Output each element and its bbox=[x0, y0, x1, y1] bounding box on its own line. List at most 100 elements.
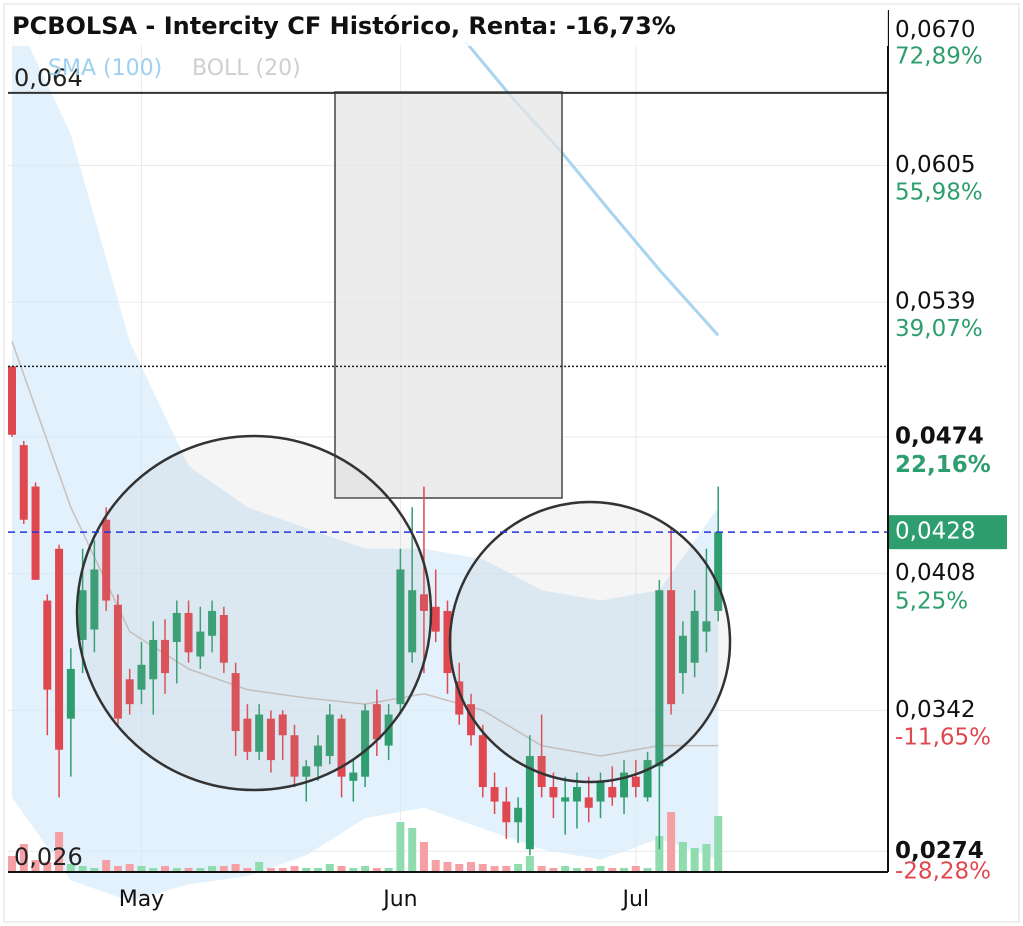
volume-bar bbox=[408, 828, 417, 872]
price-tag-label: 0,0428 bbox=[895, 519, 975, 545]
candle-body bbox=[455, 681, 464, 715]
volume-bar bbox=[455, 864, 464, 872]
candle-body bbox=[66, 668, 75, 719]
candle-body bbox=[102, 519, 111, 601]
candle-body bbox=[137, 664, 146, 690]
drawn-circle bbox=[75, 434, 433, 792]
candle-body bbox=[396, 569, 405, 705]
candle-body bbox=[561, 797, 570, 802]
candle-body bbox=[549, 787, 558, 798]
candle-body bbox=[255, 714, 264, 752]
volume-bar bbox=[702, 844, 711, 872]
x-tick-label: May bbox=[119, 887, 164, 912]
candle-body bbox=[537, 755, 546, 788]
volume-bar bbox=[266, 868, 275, 872]
candle-body bbox=[325, 714, 334, 756]
y2-tick-label: 55,98% bbox=[895, 180, 983, 206]
y2-tick-label: 22,16% bbox=[895, 452, 991, 478]
volume-bar bbox=[620, 868, 629, 872]
volume-bar bbox=[113, 866, 122, 872]
volume-bar bbox=[419, 842, 428, 872]
y-tick-label: 0,0605 bbox=[895, 152, 975, 178]
volume-bar bbox=[8, 856, 16, 872]
candles-layer bbox=[8, 366, 723, 856]
candle-body bbox=[678, 635, 687, 674]
candle-body bbox=[478, 735, 487, 788]
candle-body bbox=[302, 766, 311, 777]
y2-tick-label: -28,28% bbox=[895, 858, 991, 884]
volume-bar bbox=[431, 860, 440, 872]
y2-tick-label: -11,65% bbox=[895, 724, 991, 750]
volume-bar bbox=[208, 866, 217, 872]
volume-bar bbox=[31, 860, 40, 872]
volume-bar bbox=[372, 868, 381, 872]
volume-bar bbox=[561, 866, 570, 872]
volume-bar bbox=[525, 856, 534, 872]
candle-body bbox=[361, 710, 370, 777]
candle-body bbox=[278, 714, 287, 736]
candle-body bbox=[196, 631, 205, 657]
volume-bar bbox=[278, 868, 287, 872]
legend-sma: SMA (100) bbox=[48, 56, 162, 81]
candle-body bbox=[314, 745, 323, 767]
volume-bar bbox=[78, 866, 87, 872]
y2-tick-label: 72,89% bbox=[895, 43, 983, 69]
candle-body bbox=[337, 718, 346, 777]
candle-body bbox=[161, 639, 170, 674]
candle-body bbox=[525, 755, 534, 850]
volume-bar bbox=[478, 864, 487, 872]
candle-body bbox=[19, 445, 28, 520]
volume-bar bbox=[667, 812, 676, 872]
x-tick-label: Jul bbox=[621, 887, 650, 912]
volume-bar bbox=[608, 868, 617, 872]
volume-bar bbox=[596, 866, 605, 872]
candle-body bbox=[572, 787, 581, 802]
y-tick-label: 0,0474 bbox=[895, 423, 984, 449]
candle-body bbox=[184, 612, 193, 653]
candle-body bbox=[31, 486, 40, 580]
volume-bar bbox=[184, 868, 193, 872]
volume-bar bbox=[172, 868, 181, 872]
title-bg bbox=[8, 8, 888, 46]
candle-body bbox=[514, 807, 523, 823]
candle-body bbox=[113, 604, 122, 719]
bollinger-band bbox=[12, 10, 719, 902]
volume-bar bbox=[384, 868, 393, 872]
candle-body bbox=[90, 569, 99, 630]
volume-bar bbox=[66, 864, 75, 872]
legend-boll: BOLL (20) bbox=[192, 56, 301, 81]
candle-body bbox=[290, 735, 299, 777]
candle-body bbox=[419, 594, 428, 611]
volume-bar bbox=[490, 866, 499, 872]
candle-body bbox=[8, 366, 16, 435]
volume-bar bbox=[90, 868, 99, 872]
front-layer: 0,0670 0,0605 0,0539 0,0474 0,0408 0,0342 0,02… bbox=[8, 10, 1007, 912]
candle-body bbox=[655, 590, 664, 767]
volume-bar bbox=[196, 868, 205, 872]
volume-bar bbox=[102, 860, 111, 872]
volume-bar bbox=[125, 864, 134, 872]
volume-bar bbox=[314, 868, 323, 872]
candle-body bbox=[384, 714, 393, 746]
candle-body bbox=[490, 787, 499, 802]
volume-bar bbox=[514, 864, 523, 872]
volume-bar bbox=[631, 866, 640, 872]
volume-bar bbox=[161, 866, 170, 872]
candle-body bbox=[408, 590, 417, 653]
volume-bar bbox=[502, 866, 511, 872]
level-label: 0,026 bbox=[14, 843, 83, 871]
level-label: 0,064 bbox=[14, 64, 83, 92]
y2-tick-label: 39,07% bbox=[895, 316, 983, 342]
drawn-rectangle bbox=[334, 91, 563, 499]
y-tick-label: 0,0539 bbox=[895, 289, 975, 315]
volume-bar bbox=[137, 866, 146, 872]
candle-body bbox=[172, 612, 181, 642]
volume-bar bbox=[361, 866, 370, 872]
candle-body bbox=[631, 776, 640, 788]
candle-body bbox=[608, 787, 617, 798]
candle-body bbox=[502, 801, 511, 823]
y-tick-label: 0,0342 bbox=[895, 697, 975, 723]
volume-bar bbox=[255, 862, 264, 872]
volume-bar bbox=[396, 822, 405, 872]
